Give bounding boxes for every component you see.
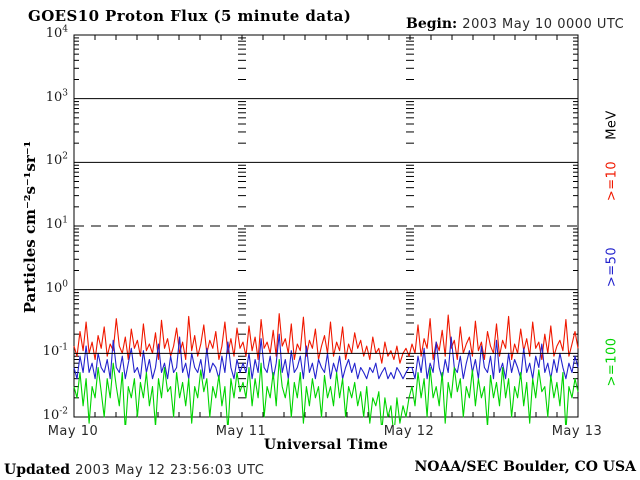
begin-value: 2003 May 10 0000 UTC xyxy=(462,17,625,32)
y-tick-label: 102 xyxy=(45,152,68,169)
x-axis-title: Universal Time xyxy=(263,437,389,453)
side-label-mev: MeV xyxy=(604,110,620,140)
begin-time: Begin: 2003 May 10 0000 UTC xyxy=(406,13,624,32)
series-line-2 xyxy=(73,358,579,425)
updated-value: 2003 May 12 23:56:03 UTC xyxy=(75,463,265,478)
series-line-1 xyxy=(73,333,579,380)
series-line-0 xyxy=(73,313,579,364)
begin-label: Begin: xyxy=(406,16,458,32)
y-tick-label: 10-2 xyxy=(42,406,68,423)
updated-timestamp: Updated 2003 May 12 23:56:03 UTC xyxy=(4,459,264,478)
y-tick-label: 103 xyxy=(45,88,68,105)
x-tick-label: May 13 xyxy=(551,424,603,439)
credit-text: NOAA/SEC Boulder, CO USA xyxy=(414,459,637,475)
updated-label: Updated xyxy=(4,462,71,478)
y-tick-label: 10-1 xyxy=(42,343,68,360)
log-ticks xyxy=(74,37,578,399)
y-tick-label: 100 xyxy=(45,279,68,296)
decade-gridlines xyxy=(74,98,578,354)
x-tick-label: May 12 xyxy=(383,424,435,439)
x-tick-label: May 11 xyxy=(215,424,267,439)
y-tick-label: 104 xyxy=(45,24,68,41)
time-ticks xyxy=(94,35,558,417)
side-label-ge100: >=100 xyxy=(604,337,620,387)
chart-title: GOES10 Proton Flux (5 minute data) xyxy=(28,7,352,25)
side-label-ge10: >=10 xyxy=(604,160,620,202)
y-tick-label: 101 xyxy=(45,215,68,232)
x-tick-label: May 10 xyxy=(47,424,99,439)
data-series xyxy=(73,313,579,425)
side-label-ge50: >=50 xyxy=(604,246,620,288)
